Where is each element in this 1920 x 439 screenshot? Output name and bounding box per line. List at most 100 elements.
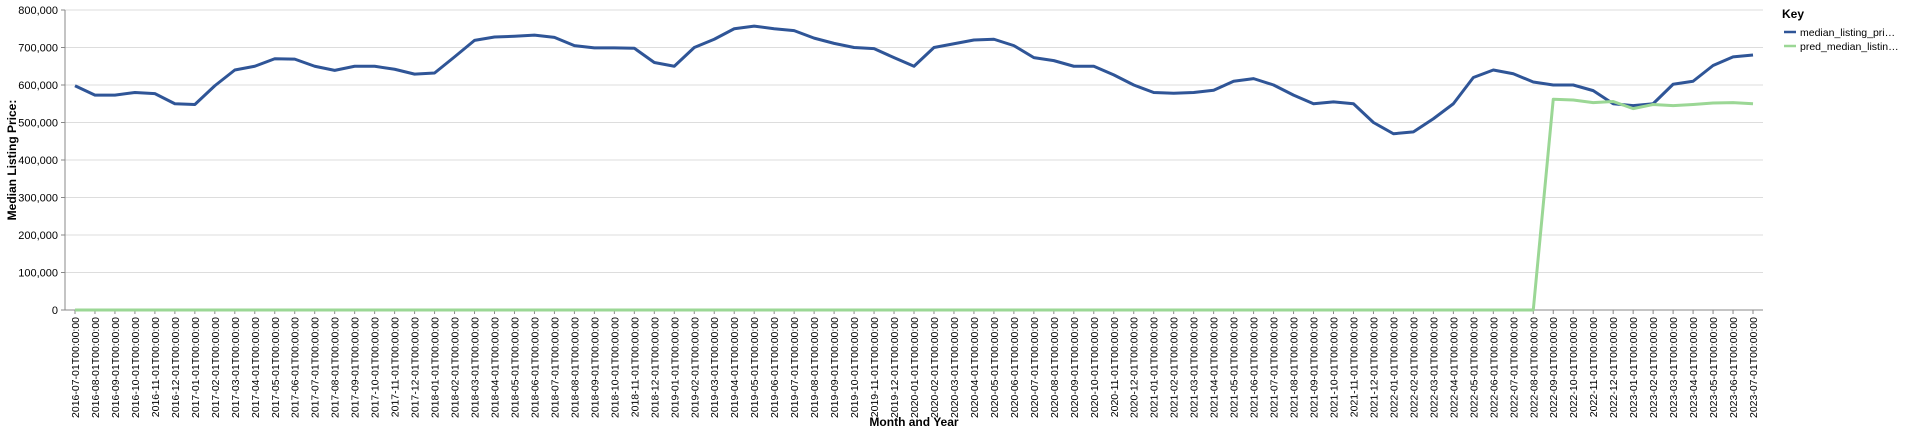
- line-series: [74, 24, 1754, 136]
- x-tick-label: 2022-03-01T00:00:00: [1428, 317, 1440, 418]
- x-tick-label: 2018-08-01T00:00:00: [569, 317, 581, 418]
- x-tick-label: 2021-09-01T00:00:00: [1309, 317, 1321, 418]
- x-tick-label: 2017-06-01T00:00:00: [290, 317, 302, 418]
- x-tick-label: 2019-02-01T00:00:00: [689, 317, 701, 418]
- x-tick-label: 2018-02-01T00:00:00: [450, 317, 462, 418]
- x-tick-label: 2021-11-01T00:00:00: [1348, 317, 1360, 417]
- x-tick-label: 2020-12-01T00:00:00: [1129, 317, 1141, 418]
- x-tick-label: 2018-10-01T00:00:00: [609, 317, 621, 418]
- x-tick-label: 2022-12-01T00:00:00: [1608, 317, 1620, 418]
- x-tick-label: 2020-07-01T00:00:00: [1029, 317, 1041, 418]
- x-tick-label: 2020-10-01T00:00:00: [1089, 317, 1101, 418]
- x-tick-label: 2017-12-01T00:00:00: [410, 317, 422, 418]
- x-tick-label: 2018-09-01T00:00:00: [589, 317, 601, 418]
- x-tick-label: 2016-08-01T00:00:00: [90, 317, 102, 418]
- x-tick-label: 2017-04-01T00:00:00: [250, 317, 262, 418]
- x-tick-label: 2018-06-01T00:00:00: [529, 317, 541, 418]
- y-tick-label: 600,000: [18, 80, 58, 92]
- y-tick-label: 100,000: [18, 268, 58, 280]
- x-tick-label: 2021-06-01T00:00:00: [1249, 317, 1261, 418]
- x-tick-label: 2021-12-01T00:00:00: [1368, 317, 1380, 418]
- x-tick-label: 2019-01-01T00:00:00: [669, 317, 681, 418]
- x-tick-label: 2019-11-01T00:00:00: [869, 317, 881, 417]
- y-tick-label: 200,000: [18, 230, 58, 242]
- x-tick-label: 2020-01-01T00:00:00: [909, 317, 921, 418]
- x-tick-label: 2021-03-01T00:00:00: [1189, 317, 1201, 418]
- x-tick-label: 2020-09-01T00:00:00: [1069, 317, 1081, 418]
- y-tick-label: 700,000: [18, 43, 58, 55]
- x-tick-label: 2017-09-01T00:00:00: [350, 317, 362, 418]
- y-tick-label: 500,000: [18, 118, 58, 130]
- x-tick-label: 2021-04-01T00:00:00: [1209, 317, 1221, 418]
- x-tick-label: 2019-03-01T00:00:00: [709, 317, 721, 418]
- x-tick-label: 2018-05-01T00:00:00: [509, 317, 521, 418]
- y-tick-label: 300,000: [18, 193, 58, 205]
- x-tick-label: 2021-08-01T00:00:00: [1289, 317, 1301, 418]
- x-tick-label: 2019-04-01T00:00:00: [729, 317, 741, 418]
- x-tick-label: 2020-05-01T00:00:00: [989, 317, 1001, 418]
- x-tick-label: 2023-06-01T00:00:00: [1728, 317, 1740, 418]
- x-tick-label: 2020-04-01T00:00:00: [969, 317, 981, 418]
- x-tick-label: 2019-05-01T00:00:00: [749, 317, 761, 418]
- x-tick-label: 2018-12-01T00:00:00: [649, 317, 661, 418]
- x-tick-label: 2017-02-01T00:00:00: [210, 317, 222, 418]
- x-tick-label: 2016-12-01T00:00:00: [170, 317, 182, 418]
- x-tick-label: 2017-07-01T00:00:00: [310, 317, 322, 418]
- line-series: [74, 97, 1754, 312]
- x-tick-label: 2022-02-01T00:00:00: [1408, 317, 1420, 418]
- x-tick-label: 2020-02-01T00:00:00: [929, 317, 941, 418]
- x-tick-label: 2020-11-01T00:00:00: [1109, 317, 1121, 417]
- x-tick-label: 2021-02-01T00:00:00: [1169, 317, 1181, 418]
- y-axis-label: Median Listing Price:: [5, 100, 19, 221]
- x-tick-label: 2023-05-01T00:00:00: [1708, 317, 1720, 418]
- x-tick-label: 2022-01-01T00:00:00: [1388, 317, 1400, 418]
- x-tick-label: 2018-03-01T00:00:00: [470, 317, 482, 418]
- x-tick-label: 2021-01-01T00:00:00: [1149, 317, 1161, 418]
- x-tick-label: 2020-03-01T00:00:00: [949, 317, 961, 418]
- x-tick-label: 2022-05-01T00:00:00: [1468, 317, 1480, 418]
- y-tick-label: 800,000: [18, 5, 58, 17]
- x-tick-label: 2022-11-01T00:00:00: [1588, 317, 1600, 417]
- x-tick-label: 2016-07-01T00:00:00: [70, 317, 82, 418]
- y-tick-label: 0: [52, 305, 58, 317]
- x-tick-label: 2023-03-01T00:00:00: [1668, 317, 1680, 418]
- x-tick-label: 2022-09-01T00:00:00: [1548, 317, 1560, 418]
- x-tick-label: 2019-07-01T00:00:00: [789, 317, 801, 418]
- x-tick-label: 2019-09-01T00:00:00: [829, 317, 841, 418]
- x-tick-label: 2018-11-01T00:00:00: [629, 317, 641, 417]
- x-tick-label: 2019-10-01T00:00:00: [849, 317, 861, 418]
- x-tick-label: 2017-01-01T00:00:00: [190, 317, 202, 418]
- legend-label: pred_median_listin…: [1800, 41, 1899, 53]
- legend-label: median_listing_pri…: [1800, 27, 1895, 39]
- x-tick-label: 2017-03-01T00:00:00: [230, 317, 242, 418]
- x-tick-label: 2020-06-01T00:00:00: [1009, 317, 1021, 418]
- x-tick-label: 2019-08-01T00:00:00: [809, 317, 821, 418]
- x-tick-label: 2021-05-01T00:00:00: [1229, 317, 1241, 418]
- x-tick-label: 2016-10-01T00:00:00: [130, 317, 142, 418]
- x-tick-label: 2019-12-01T00:00:00: [889, 317, 901, 418]
- x-tick-label: 2018-07-01T00:00:00: [549, 317, 561, 418]
- x-axis-label: Month and Year: [869, 415, 958, 429]
- x-tick-label: 2023-02-01T00:00:00: [1648, 317, 1660, 418]
- x-tick-label: 2022-08-01T00:00:00: [1528, 317, 1540, 418]
- x-tick-label: 2022-04-01T00:00:00: [1448, 317, 1460, 418]
- x-tick-label: 2017-10-01T00:00:00: [370, 317, 382, 418]
- x-tick-label: 2016-09-01T00:00:00: [110, 317, 122, 418]
- x-tick-label: 2018-01-01T00:00:00: [430, 317, 442, 418]
- x-tick-label: 2019-06-01T00:00:00: [769, 317, 781, 418]
- legend-title: Key: [1782, 7, 1804, 21]
- x-tick-label: 2017-08-01T00:00:00: [330, 317, 342, 418]
- x-tick-label: 2016-11-01T00:00:00: [150, 317, 162, 417]
- x-tick-label: 2023-01-01T00:00:00: [1628, 317, 1640, 418]
- y-tick-label: 400,000: [18, 155, 58, 167]
- x-tick-label: 2017-05-01T00:00:00: [270, 317, 282, 418]
- x-tick-label: 2023-07-01T00:00:00: [1748, 317, 1760, 418]
- x-tick-label: 2023-04-01T00:00:00: [1688, 317, 1700, 418]
- x-tick-label: 2022-06-01T00:00:00: [1488, 317, 1500, 418]
- x-tick-label: 2022-07-01T00:00:00: [1508, 317, 1520, 418]
- x-tick-label: 2020-08-01T00:00:00: [1049, 317, 1061, 418]
- x-tick-label: 2021-07-01T00:00:00: [1269, 317, 1281, 418]
- x-tick-label: 2017-11-01T00:00:00: [390, 317, 402, 417]
- x-tick-label: 2018-04-01T00:00:00: [489, 317, 501, 418]
